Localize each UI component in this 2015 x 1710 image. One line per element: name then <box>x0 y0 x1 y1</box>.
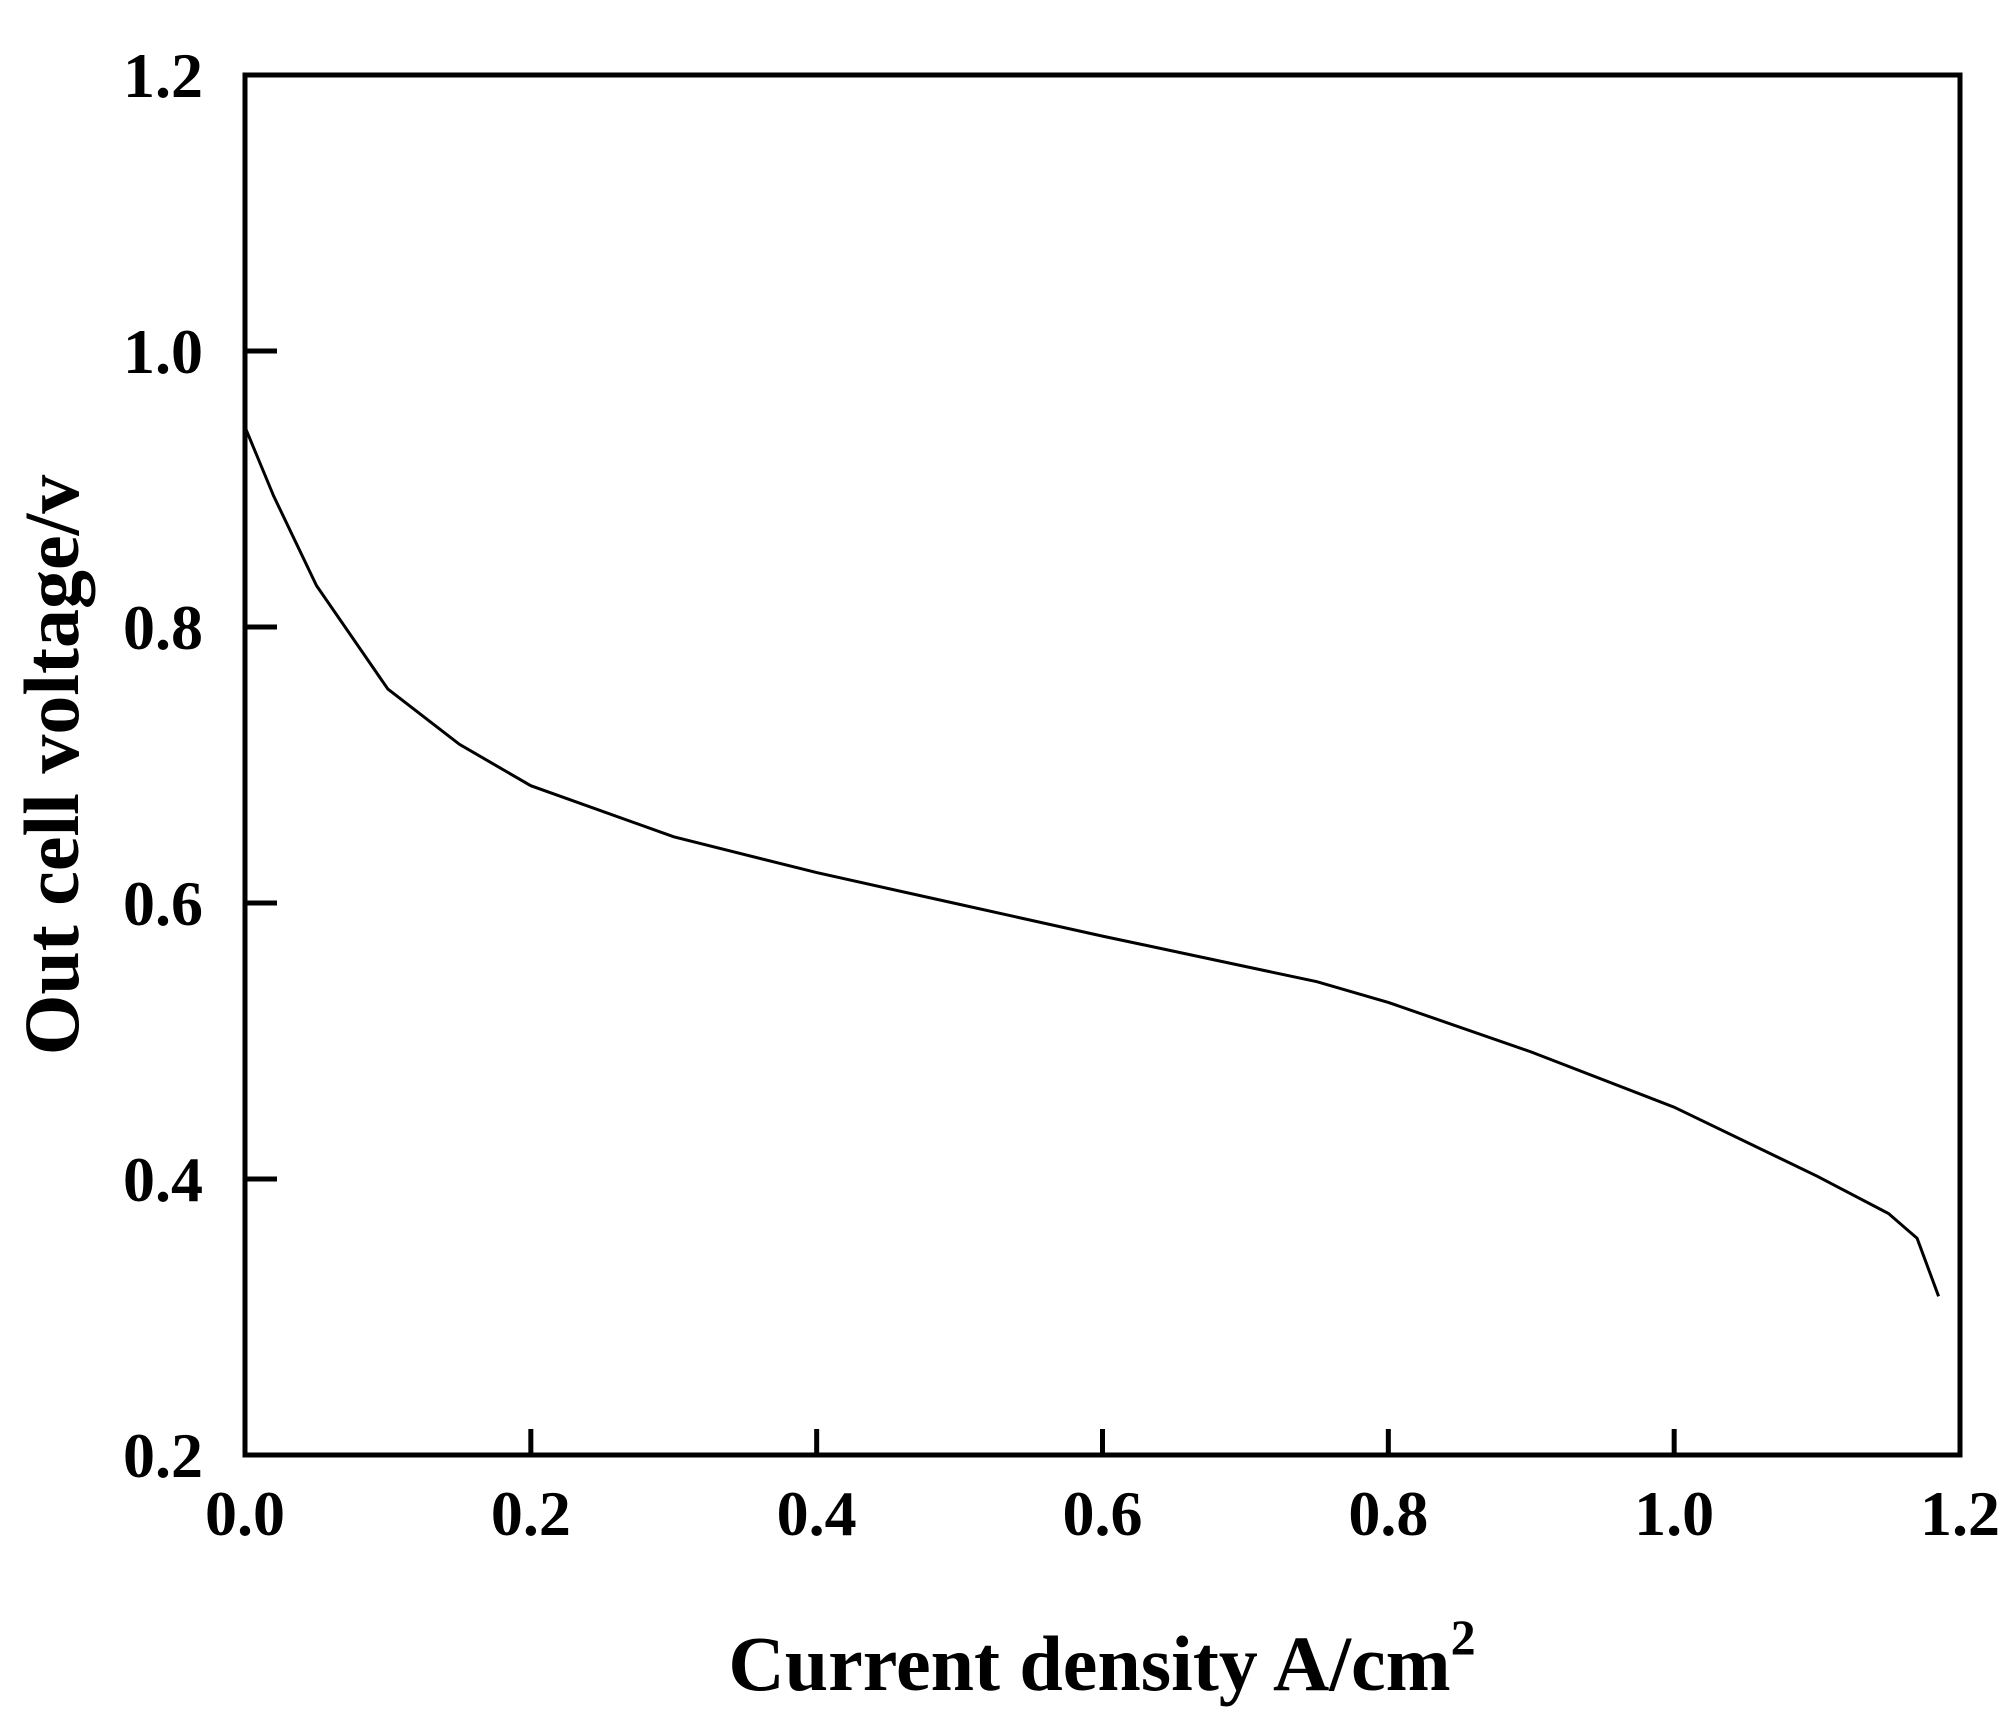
y-tick-label: 1.2 <box>123 40 203 111</box>
y-tick-label: 0.6 <box>123 868 203 939</box>
y-tick-label: 0.8 <box>123 592 203 663</box>
x-tick-label: 0.2 <box>491 1478 571 1549</box>
x-tick-label: 0.8 <box>1348 1478 1428 1549</box>
x-tick-label: 0.0 <box>205 1478 285 1549</box>
y-axis-title: Out cell voltage/v <box>8 475 95 1056</box>
x-tick-label: 0.6 <box>1063 1478 1143 1549</box>
tick-label-group: 0.0 0.2 0.4 0.6 0.8 1.0 1.20.20.40.60.81.01.2 <box>123 40 2000 1549</box>
x-axis-title-text: Current density A/cm <box>728 1620 1450 1707</box>
plot-frame <box>242 72 1963 1458</box>
y-tick-label: 0.4 <box>123 1144 203 1215</box>
x-axis-title: Current density A/cm2 <box>728 1609 1475 1707</box>
x-axis-title-superscript: 2 <box>1451 1609 1476 1665</box>
y-tick-label: 0.2 <box>123 1420 203 1491</box>
voltage-curve <box>243 426 1941 1297</box>
x-tick-label: 1.0 <box>1634 1478 1714 1549</box>
y-tick-label: 1.0 <box>123 316 203 387</box>
x-tick-label: 1.2 <box>1920 1478 2000 1549</box>
tick-group <box>245 348 1677 1455</box>
x-tick-label: 0.4 <box>777 1478 857 1549</box>
